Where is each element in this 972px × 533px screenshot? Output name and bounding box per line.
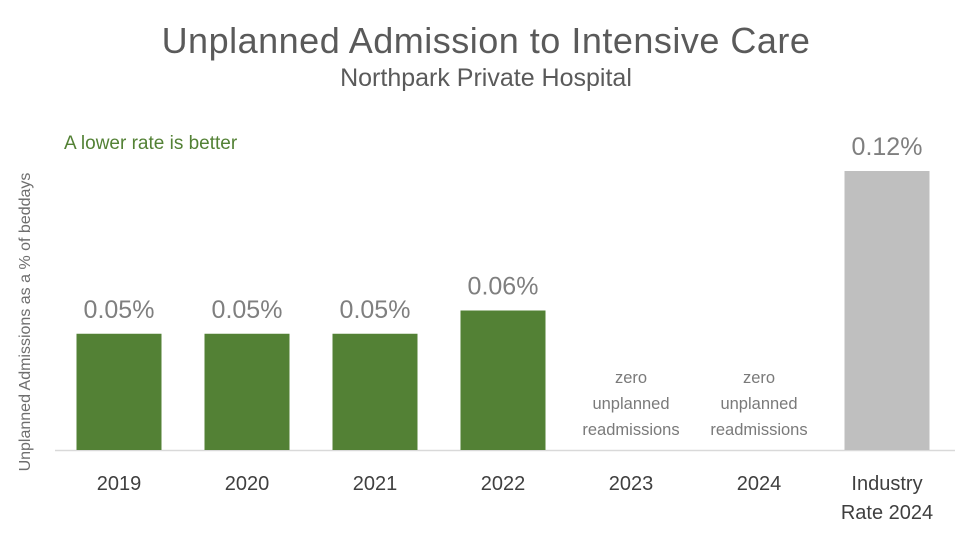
x-tick-label-1: 2020 (225, 473, 270, 495)
chart-annotation: A lower rate is better (64, 133, 238, 154)
chart-subtitle: Northpark Private Hospital (340, 64, 632, 92)
x-tick-label-3: 2022 (481, 473, 526, 495)
data-label-0: 0.05% (84, 296, 155, 324)
data-label-3: 0.06% (468, 273, 539, 301)
bar-0 (76, 333, 162, 450)
x-tick-label-4: 2023 (609, 473, 654, 495)
bar-3 (460, 310, 546, 450)
data-label-4: zero unplanned readmissions (582, 369, 679, 439)
x-tick-label-6: Industry Rate 2024 (841, 473, 933, 524)
x-tick-label-0: 2019 (97, 473, 142, 495)
bar-1 (204, 333, 290, 450)
data-label-6: 0.12% (852, 133, 923, 161)
data-label-1: 0.05% (212, 296, 283, 324)
x-tick-label-5: 2024 (737, 473, 782, 495)
bar-2 (332, 333, 418, 450)
data-label-2: 0.05% (340, 296, 411, 324)
data-label-5: zero unplanned readmissions (710, 369, 807, 439)
bar-6 (844, 171, 930, 450)
x-tick-label-2: 2021 (353, 473, 398, 495)
chart-title: Unplanned Admission to Intensive Care (161, 20, 811, 61)
